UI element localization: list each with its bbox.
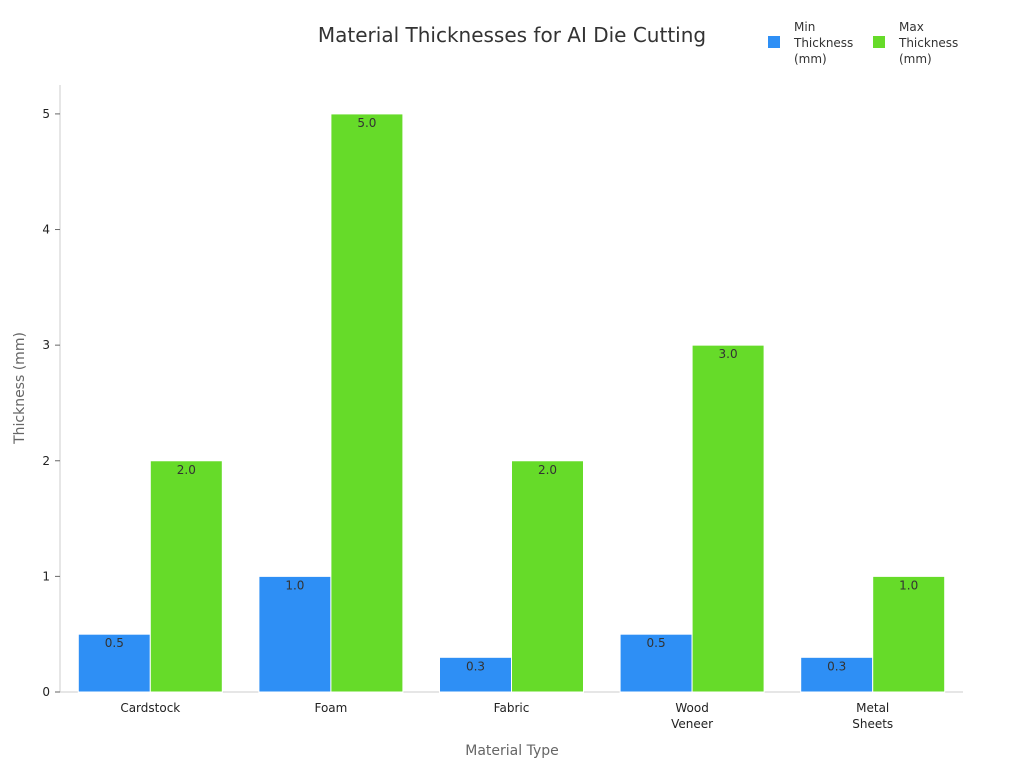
bars: 0.5 2.0 1.0 5.0 0.3 2.0 0.5 3.0 0.3 1.0 bbox=[77, 113, 946, 693]
x-tick-label: Foam bbox=[314, 701, 347, 715]
bar-min-thickness bbox=[258, 575, 332, 693]
bar-max-thickness bbox=[872, 575, 946, 693]
bar-max-thickness bbox=[511, 460, 584, 693]
x-axis-title: Material Type bbox=[465, 743, 558, 759]
x-tick-label: Cardstock bbox=[120, 701, 180, 715]
bar-value-label: 0.5 bbox=[647, 636, 666, 650]
bar-value-label: 1.0 bbox=[285, 578, 304, 592]
bar-value-label: 0.3 bbox=[466, 659, 485, 673]
y-tick-label: 5 bbox=[42, 107, 50, 121]
legend-swatch-min bbox=[768, 36, 780, 48]
chart-title: Material Thicknesses for AI Die Cutting bbox=[318, 23, 706, 47]
x-tick-label: Metal Sheets bbox=[852, 701, 893, 731]
legend-label-min: Min Thickness (mm) bbox=[793, 20, 853, 66]
bar-value-label: 0.5 bbox=[105, 636, 124, 650]
y-tick-label: 3 bbox=[42, 338, 50, 352]
x-tick-label: Wood Veneer bbox=[671, 701, 713, 731]
bar-value-label: 0.3 bbox=[827, 659, 846, 673]
x-tick-label: Fabric bbox=[494, 701, 530, 715]
y-tick-label: 4 bbox=[42, 223, 50, 237]
bar-min-thickness bbox=[77, 633, 151, 693]
y-axis-title: Thickness (mm) bbox=[12, 332, 28, 445]
bar-max-thickness bbox=[330, 113, 404, 693]
y-tick-label: 0 bbox=[42, 685, 50, 699]
bar-max-thickness bbox=[691, 344, 765, 693]
y-tick-label: 2 bbox=[42, 454, 50, 468]
bar-max-thickness bbox=[149, 460, 223, 693]
bar-value-label: 3.0 bbox=[719, 347, 738, 361]
bar-value-label: 2.0 bbox=[538, 463, 557, 477]
bar-min-thickness bbox=[619, 633, 693, 693]
bar-min-thickness bbox=[800, 656, 874, 693]
legend-swatch-max bbox=[873, 36, 885, 48]
y-tick-label: 1 bbox=[42, 569, 50, 583]
legend-label-max: Max Thickness (mm) bbox=[898, 20, 958, 66]
bar-value-label: 5.0 bbox=[357, 116, 376, 130]
bar-min-thickness bbox=[439, 656, 512, 693]
bar-value-label: 2.0 bbox=[177, 463, 196, 477]
legend: Min Thickness (mm) Max Thickness (mm) bbox=[768, 20, 958, 66]
bar-value-label: 1.0 bbox=[899, 578, 918, 592]
